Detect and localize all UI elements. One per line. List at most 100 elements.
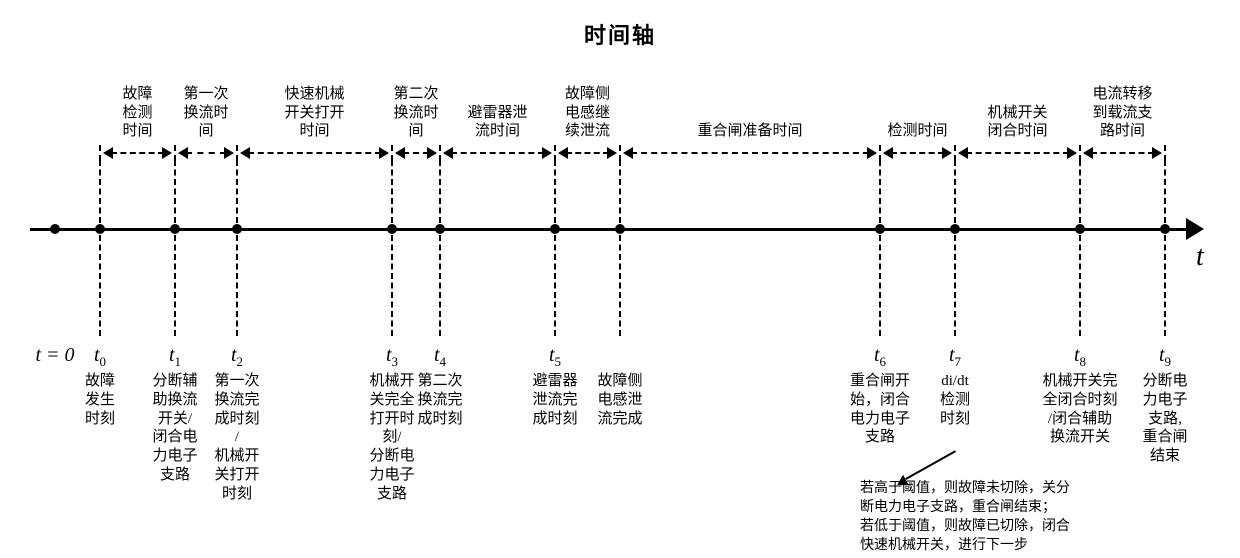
brace-endL-3 xyxy=(236,145,238,161)
axis-label: t xyxy=(1196,241,1204,273)
tick-2 xyxy=(232,224,242,234)
brace-arR-5 xyxy=(542,147,552,159)
brace-endR-10 xyxy=(1164,145,1166,161)
dash-bot-6 xyxy=(619,235,621,336)
dash-bot-9 xyxy=(1079,235,1081,336)
brace-h-7 xyxy=(631,152,869,154)
dash-bot-10 xyxy=(1164,235,1166,336)
desc-4: 第二次换流完成时刻 xyxy=(417,372,462,428)
interval-label-6: 故障侧电感继续泄流 xyxy=(565,85,610,141)
desc-6: 故障侧电感泄流完成 xyxy=(597,372,642,428)
brace-arR-4 xyxy=(427,147,437,159)
interval-label-9: 机械开关闭合时间 xyxy=(987,104,1047,142)
tick-10 xyxy=(1160,224,1170,234)
tick-1 xyxy=(170,224,180,234)
t-label-origin: t = 0 xyxy=(35,344,74,367)
brace-arL-9 xyxy=(958,147,968,159)
t-label-2: t2 xyxy=(231,344,243,370)
tick-5 xyxy=(550,224,560,234)
brace-endL-7 xyxy=(619,145,621,161)
brace-arL-7 xyxy=(623,147,633,159)
brace-arR-7 xyxy=(867,147,877,159)
brace-arR-6 xyxy=(607,147,617,159)
dash-bot-3 xyxy=(391,235,393,336)
interval-label-7: 重合闸准备时间 xyxy=(697,122,802,141)
t-label-5: t5 xyxy=(549,344,561,370)
interval-label-3: 快速机械开关打开时间 xyxy=(284,85,344,141)
brace-arR-1 xyxy=(162,147,172,159)
dash-bot-0 xyxy=(99,235,101,336)
brace-endL-1 xyxy=(99,145,101,161)
brace-endL-6 xyxy=(554,145,556,161)
desc-3: 机械开关完全打开时刻/分断电力电子支路 xyxy=(369,372,414,503)
brace-h-6 xyxy=(566,152,609,154)
tick-origin xyxy=(50,224,60,234)
brace-arL-3 xyxy=(240,147,250,159)
brace-arL-4 xyxy=(395,147,405,159)
tick-8 xyxy=(950,224,960,234)
t-label-3: t3 xyxy=(386,344,398,370)
brace-endL-10 xyxy=(1079,145,1081,161)
dash-bot-8 xyxy=(954,235,956,336)
brace-endL-5 xyxy=(439,145,441,161)
dash-top-0 xyxy=(99,160,101,223)
brace-h-1 xyxy=(111,152,164,154)
dash-top-1 xyxy=(174,160,176,223)
tick-4 xyxy=(435,224,445,234)
brace-arR-3 xyxy=(379,147,389,159)
interval-label-4: 第二次换流时间 xyxy=(393,85,438,141)
t-label-1: t1 xyxy=(169,344,181,370)
t-label-9: t8 xyxy=(1074,344,1086,370)
dash-top-5 xyxy=(554,160,556,223)
tick-0 xyxy=(95,224,105,234)
t-label-4: t4 xyxy=(434,344,446,370)
dash-bot-7 xyxy=(879,235,881,336)
interval-label-8: 检测时间 xyxy=(887,122,947,141)
brace-arL-5 xyxy=(443,147,453,159)
brace-endL-9 xyxy=(954,145,956,161)
desc-2: 第一次换流完成时刻/机械开关打开时刻 xyxy=(214,372,259,503)
desc-10: 分断电力电子支路,重合闸结束 xyxy=(1142,372,1187,466)
dash-bot-4 xyxy=(439,235,441,336)
threshold-note: 若高于阈值，则故障未切除，关分断电力电子支路，重合闸结束；若低于阈值，则故障已切… xyxy=(860,480,1120,556)
axis-arrowhead xyxy=(1186,218,1204,240)
dash-top-9 xyxy=(1079,160,1081,223)
dash-bot-1 xyxy=(174,235,176,336)
dash-top-4 xyxy=(439,160,441,223)
diagram-title: 时间轴 xyxy=(0,18,1240,50)
brace-arL-1 xyxy=(103,147,113,159)
desc-5: 避雷器泄流完成时刻 xyxy=(532,372,577,428)
brace-arL-10 xyxy=(1083,147,1093,159)
tick-6 xyxy=(615,224,625,234)
t-label-0: t0 xyxy=(94,344,106,370)
dash-top-7 xyxy=(879,160,881,223)
timeline-axis xyxy=(30,228,1190,231)
brace-h-8 xyxy=(891,152,944,154)
dash-top-8 xyxy=(954,160,956,223)
brace-arR-2 xyxy=(224,147,234,159)
brace-h-5 xyxy=(451,152,544,154)
brace-h-4 xyxy=(403,152,429,154)
desc-1: 分断辅助换流开关/闭合电力电子支路 xyxy=(152,372,197,485)
tick-9 xyxy=(1075,224,1085,234)
desc-0: 故障发生时刻 xyxy=(85,372,115,428)
dash-top-10 xyxy=(1164,160,1166,223)
desc-7: 重合闸开始，闭合电力电子支路 xyxy=(850,372,910,447)
interval-label-10: 电流转移到载流支路时间 xyxy=(1092,85,1152,141)
dash-top-6 xyxy=(619,160,621,223)
brace-arL-8 xyxy=(883,147,893,159)
dash-bot-2 xyxy=(236,235,238,336)
dash-top-3 xyxy=(391,160,393,223)
brace-h-3 xyxy=(248,152,381,154)
brace-arL-6 xyxy=(558,147,568,159)
interval-label-1: 故障检测时间 xyxy=(122,85,152,141)
note-arrow-line xyxy=(905,450,956,480)
t-label-7: t6 xyxy=(874,344,886,370)
interval-label-2: 第一次换流时间 xyxy=(183,85,228,141)
brace-endL-2 xyxy=(174,145,176,161)
t-label-10: t9 xyxy=(1159,344,1171,370)
brace-h-9 xyxy=(966,152,1069,154)
t-label-8: t7 xyxy=(949,344,961,370)
brace-arR-10 xyxy=(1152,147,1162,159)
brace-arR-8 xyxy=(942,147,952,159)
